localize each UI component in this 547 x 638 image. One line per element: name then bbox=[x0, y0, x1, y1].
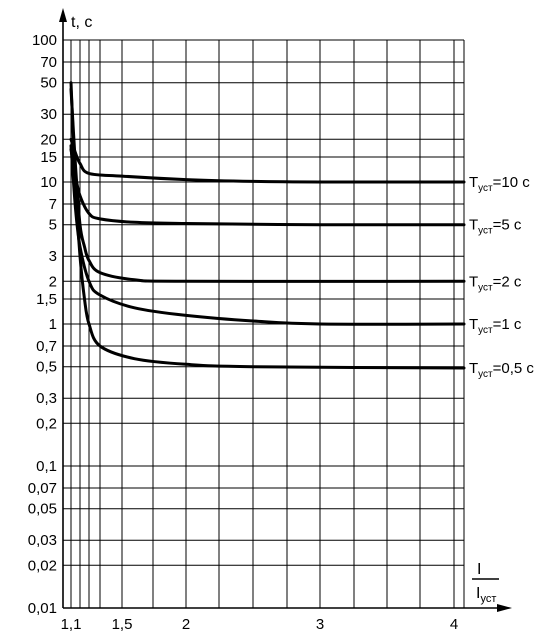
y-tick-label: 100 bbox=[32, 32, 57, 49]
x-tick-label: 1,1 bbox=[61, 616, 82, 633]
horizontal-gridlines bbox=[63, 39, 464, 566]
y-tick-label: 0,07 bbox=[28, 480, 57, 497]
y-tick-label: 0,05 bbox=[28, 501, 57, 518]
y-tick-label: 30 bbox=[40, 106, 57, 123]
y-tick-label: 0,03 bbox=[28, 532, 57, 549]
x-tick-label: 4 bbox=[450, 616, 458, 633]
curve-line bbox=[69, 137, 466, 184]
x-axis-arrow bbox=[497, 604, 512, 612]
curve-line bbox=[69, 87, 466, 283]
x-tick-label: 2 bbox=[182, 616, 190, 633]
y-tick-label: 0,5 bbox=[36, 359, 57, 376]
curve-label: Tуст=5 с bbox=[469, 217, 522, 237]
x-axis-label-denominator: Iуст bbox=[476, 585, 496, 605]
x-tick-labels: 1,1 1,5 2 3 4 bbox=[61, 616, 459, 633]
curve-labels: Tуст=10 с Tуст=5 с Tуст=2 с Tуст=1 с Tуст=0,… bbox=[469, 174, 534, 380]
y-tick-label: 0,3 bbox=[36, 390, 57, 407]
y-tick-label: 5 bbox=[49, 217, 57, 234]
curve-label: Tуст=10 с bbox=[469, 174, 530, 194]
x-axis-label-numerator: I bbox=[477, 561, 481, 578]
y-tick-label: 7 bbox=[49, 196, 57, 213]
y-tick-label: 0,2 bbox=[36, 415, 57, 432]
y-axis-label: t, с bbox=[71, 14, 92, 31]
curve-label: Tуст=1 с bbox=[469, 316, 522, 336]
y-tick-label: 0,7 bbox=[36, 338, 57, 355]
y-tick-label: 50 bbox=[40, 75, 57, 92]
x-tick-label: 3 bbox=[316, 616, 324, 633]
y-tick-label: 10 bbox=[40, 174, 57, 191]
curve-label: Tуст=0,5 с bbox=[469, 360, 534, 380]
y-tick-label: 70 bbox=[40, 54, 57, 71]
y-tick-label: 2 bbox=[49, 273, 57, 290]
curve-line bbox=[69, 147, 466, 227]
y-tick-label: 0,02 bbox=[28, 557, 57, 574]
curve-label: Tуст=2 с bbox=[469, 273, 522, 293]
y-tick-label: 15 bbox=[40, 149, 57, 166]
x-axis-label: I Iуст bbox=[472, 561, 499, 605]
x-tick-label: 1,5 bbox=[112, 616, 133, 633]
y-tick-label: 0,1 bbox=[36, 458, 57, 475]
y-tick-label: 1 bbox=[49, 316, 57, 333]
y-tick-label: 20 bbox=[40, 131, 57, 148]
y-axis-arrow bbox=[59, 8, 67, 22]
curve-line bbox=[69, 144, 466, 326]
y-tick-label: 1,5 bbox=[36, 291, 57, 308]
y-tick-label: 3 bbox=[49, 248, 57, 265]
curve-line bbox=[69, 81, 466, 370]
y-tick-label: 0,01 bbox=[28, 600, 57, 617]
curves bbox=[69, 81, 466, 370]
